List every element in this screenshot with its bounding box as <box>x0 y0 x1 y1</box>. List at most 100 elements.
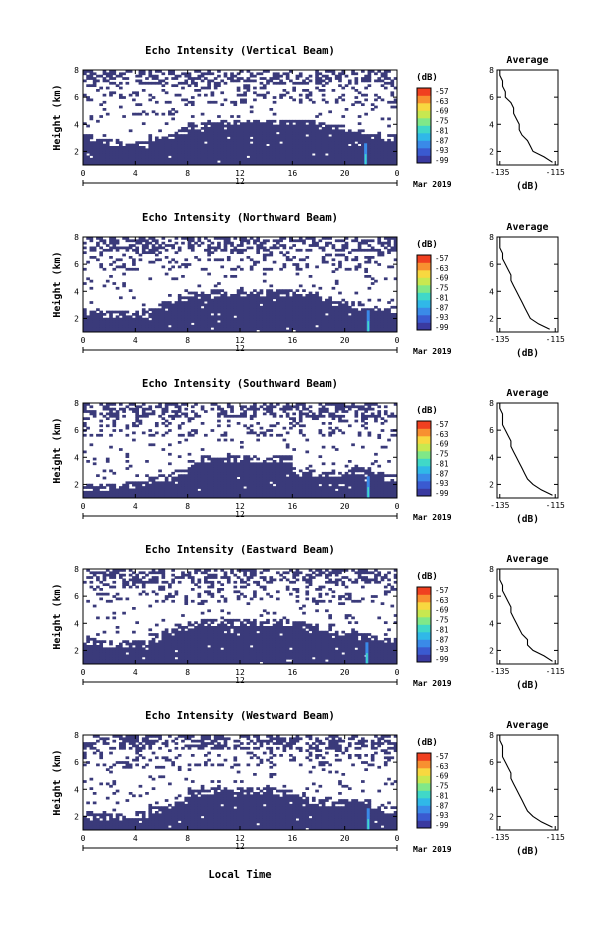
heatmap-cell <box>168 462 172 466</box>
heatmap-cell <box>223 479 228 482</box>
heatmap-cell <box>256 157 261 161</box>
heatmap-cell <box>344 131 349 135</box>
heatmap-cell <box>184 495 189 499</box>
heatmap-cell <box>249 495 254 499</box>
heatmap-cell <box>266 483 270 487</box>
heatmap-cell <box>256 72 261 76</box>
heatmap-cell <box>243 296 247 300</box>
heatmap-cell <box>321 246 326 250</box>
heatmap-cell <box>207 481 211 485</box>
heatmap-cell <box>118 329 123 333</box>
heatmap-cell <box>292 138 296 142</box>
heatmap-cell <box>99 320 104 323</box>
heatmap-cell <box>194 84 198 88</box>
heatmap-cell <box>210 481 215 485</box>
heatmap-cell <box>174 148 179 152</box>
heatmap-cell <box>197 310 202 314</box>
heatmap-cell <box>243 298 247 302</box>
heatmap-cell <box>141 157 146 161</box>
heatmap-cell <box>89 74 94 78</box>
heatmap-cell <box>86 260 90 264</box>
heatmap-cell <box>132 322 136 326</box>
heatmap-cell <box>321 162 326 166</box>
heatmap-cell <box>115 157 120 161</box>
heatmap-cell <box>132 481 136 485</box>
heatmap-cell <box>318 162 323 166</box>
heatmap-cell <box>282 303 287 307</box>
heatmap-cell <box>256 131 261 135</box>
colorbar-tick-label: -63 <box>435 97 449 106</box>
heatmap-cell <box>207 308 211 312</box>
heatmap-cell <box>243 129 247 133</box>
heatmap-cell <box>125 77 130 80</box>
heatmap-cell <box>266 493 270 497</box>
heatmap-cell <box>187 310 192 314</box>
heatmap-cell <box>318 429 323 432</box>
heatmap-cell <box>109 157 113 161</box>
heatmap-cell <box>210 329 215 333</box>
heatmap-cell <box>99 322 104 326</box>
heatmap-cell <box>177 160 182 164</box>
heatmap-cell <box>374 155 378 159</box>
heatmap-cell <box>83 143 87 147</box>
heatmap-cell <box>321 157 326 161</box>
heatmap-cell <box>272 296 277 300</box>
heatmap-cell <box>190 157 195 161</box>
heatmap-cell <box>220 433 225 437</box>
heatmap-cell <box>272 462 277 466</box>
heatmap-cell <box>259 289 264 293</box>
heatmap-cell <box>302 153 306 156</box>
heatmap-cell <box>217 136 221 140</box>
heatmap-cell <box>125 329 130 333</box>
heatmap-cell <box>158 310 162 314</box>
heatmap-cell <box>367 157 372 161</box>
heatmap-cell <box>200 294 205 297</box>
heatmap-cell <box>223 136 228 140</box>
heatmap-cell <box>298 412 303 416</box>
heatmap-cell <box>200 79 205 83</box>
heatmap-cell <box>220 412 225 416</box>
heatmap-cell <box>383 308 388 312</box>
heatmap-cell <box>89 150 94 154</box>
heatmap-cell <box>390 320 395 323</box>
heatmap-cell <box>253 407 257 411</box>
heatmap-cell <box>246 298 251 302</box>
heatmap-cell <box>132 258 136 262</box>
heatmap-cell <box>295 136 300 140</box>
heatmap-cell <box>334 239 339 243</box>
heatmap-cell <box>249 301 254 304</box>
heatmap-cell <box>109 150 113 154</box>
heatmap-cell <box>334 317 339 321</box>
heatmap-cell <box>204 131 208 135</box>
x-tick-label: 20 <box>340 169 350 178</box>
heatmap-cell <box>145 310 149 314</box>
heatmap-cell <box>230 162 234 166</box>
heatmap-cell <box>109 317 113 321</box>
heatmap-cell <box>151 248 156 252</box>
heatmap-cell <box>279 493 283 497</box>
heatmap-cell <box>302 488 306 492</box>
heatmap-cell <box>321 258 326 262</box>
heatmap-cell <box>151 148 156 152</box>
heatmap-cell <box>292 119 296 123</box>
heatmap-cell <box>174 486 179 489</box>
heatmap-cell <box>321 308 326 312</box>
heatmap-cell <box>233 248 238 252</box>
heatmap-cell <box>246 308 251 312</box>
heatmap-cell <box>279 81 283 85</box>
heatmap-cell <box>168 244 172 247</box>
heatmap-cell <box>132 248 136 252</box>
heatmap-cell <box>135 410 139 413</box>
heatmap-cell <box>154 81 159 85</box>
heatmap-cell <box>259 405 264 409</box>
heatmap-cell <box>289 457 293 461</box>
heatmap-cell <box>145 148 149 152</box>
heatmap-cell <box>220 457 225 461</box>
heatmap-cell <box>311 329 316 333</box>
heatmap-cell <box>197 138 202 142</box>
heatmap-cell <box>298 127 303 130</box>
heatmap-cell <box>138 419 143 423</box>
heatmap-cell <box>233 308 238 312</box>
heatmap-cell <box>213 146 218 149</box>
